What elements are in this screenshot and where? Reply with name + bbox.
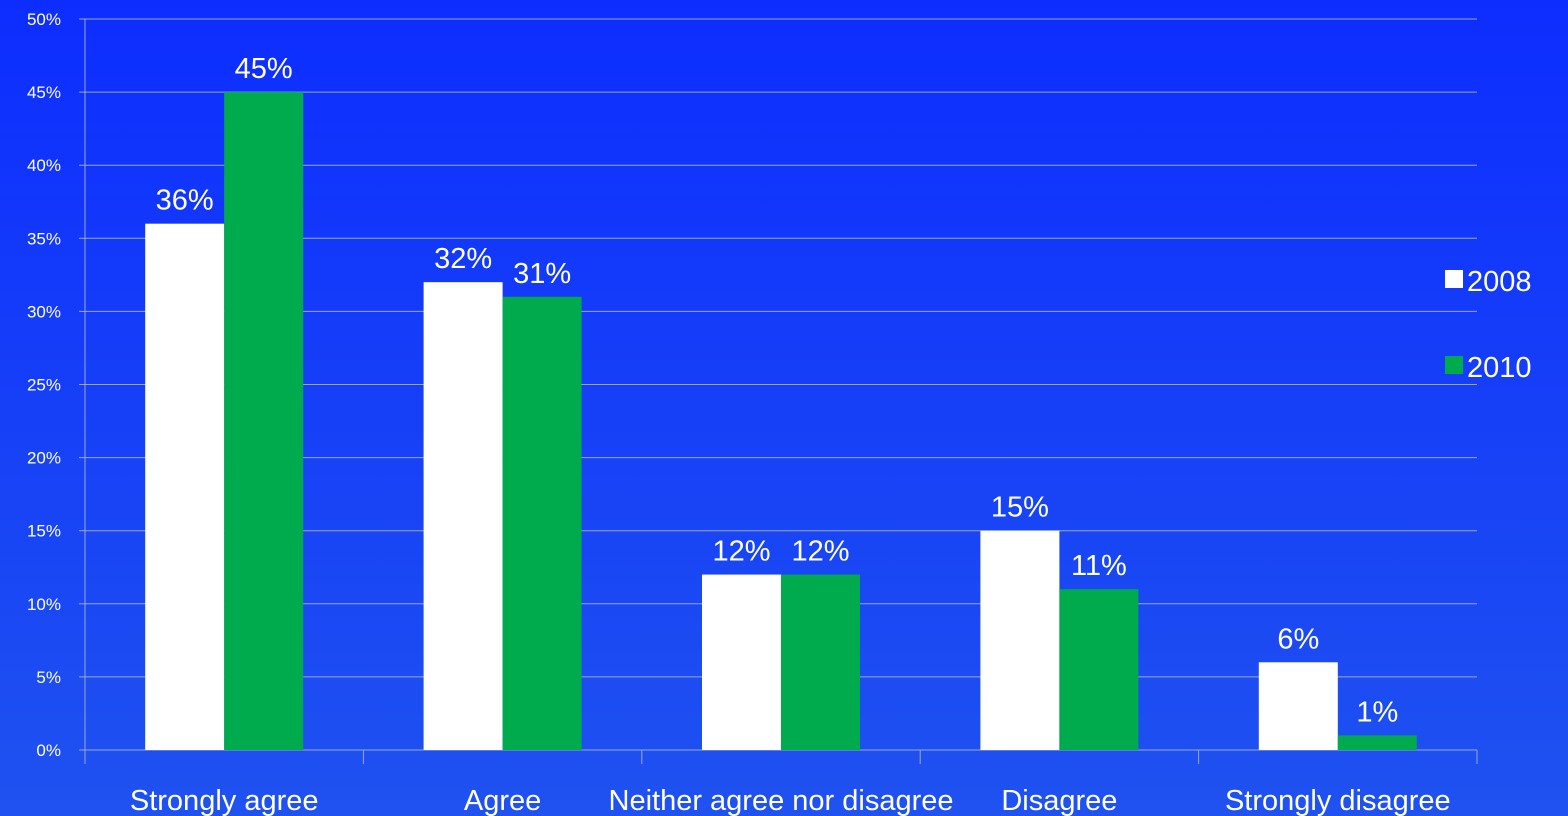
bar-2008-4 xyxy=(1258,662,1338,750)
y-tick-label: 5% xyxy=(36,668,61,687)
x-axis: Strongly agree Agree Neither agree nor dis… xyxy=(84,749,1478,816)
y-axis: 0% 5% 10% 15% 20% 25% 30% 35% 40% 45% 50% xyxy=(27,10,86,760)
data-label: 11% xyxy=(1071,550,1127,582)
gridlines xyxy=(85,18,1477,678)
category-label: Agree xyxy=(464,785,541,816)
y-tick-label: 10% xyxy=(27,595,61,614)
data-label: 6% xyxy=(1277,623,1319,655)
category-label: Neither agree nor disagree xyxy=(609,785,954,816)
data-label: 36% xyxy=(156,185,214,217)
legend-swatch xyxy=(1445,270,1463,288)
bar-2010-4 xyxy=(1337,735,1417,750)
y-tick-label: 45% xyxy=(27,83,61,102)
data-label: 45% xyxy=(235,53,293,85)
category-label: Strongly agree xyxy=(130,785,319,816)
bar-2010-3 xyxy=(1059,589,1139,750)
y-tick-label: 30% xyxy=(27,302,61,321)
data-label: 1% xyxy=(1356,696,1398,728)
data-label: 12% xyxy=(791,536,849,568)
data-label: 15% xyxy=(991,492,1049,524)
data-label: 32% xyxy=(434,243,492,275)
bar-2008-0 xyxy=(145,223,225,750)
bar-2008-1 xyxy=(423,282,503,750)
legend-label: 2008 xyxy=(1467,266,1532,298)
y-tick-label: 40% xyxy=(27,156,61,175)
legend-label: 2010 xyxy=(1467,352,1532,384)
y-tick-label: 15% xyxy=(27,522,61,541)
bars xyxy=(145,92,1417,751)
legend: 2008 2010 xyxy=(1445,266,1532,384)
legend-swatch xyxy=(1445,356,1463,374)
bar-2008-3 xyxy=(980,530,1060,750)
y-tick-label: 25% xyxy=(27,376,61,395)
bar-2010-1 xyxy=(502,296,582,750)
bar-2008-2 xyxy=(702,574,781,750)
y-tick-label: 50% xyxy=(27,10,61,29)
category-label: Strongly disagree xyxy=(1225,785,1451,816)
data-labels: 36% 32% 12% 15% 6% 45% 31% 12% 11% 1% xyxy=(156,53,1399,728)
bar-2010-0 xyxy=(224,92,304,751)
y-tick-label: 20% xyxy=(27,449,61,468)
data-label: 31% xyxy=(513,258,571,290)
y-tick-label: 35% xyxy=(27,229,61,248)
y-tick-label: 0% xyxy=(36,741,61,760)
bar-2010-2 xyxy=(781,574,860,750)
category-label: Disagree xyxy=(1001,785,1117,816)
data-label: 12% xyxy=(712,536,770,568)
